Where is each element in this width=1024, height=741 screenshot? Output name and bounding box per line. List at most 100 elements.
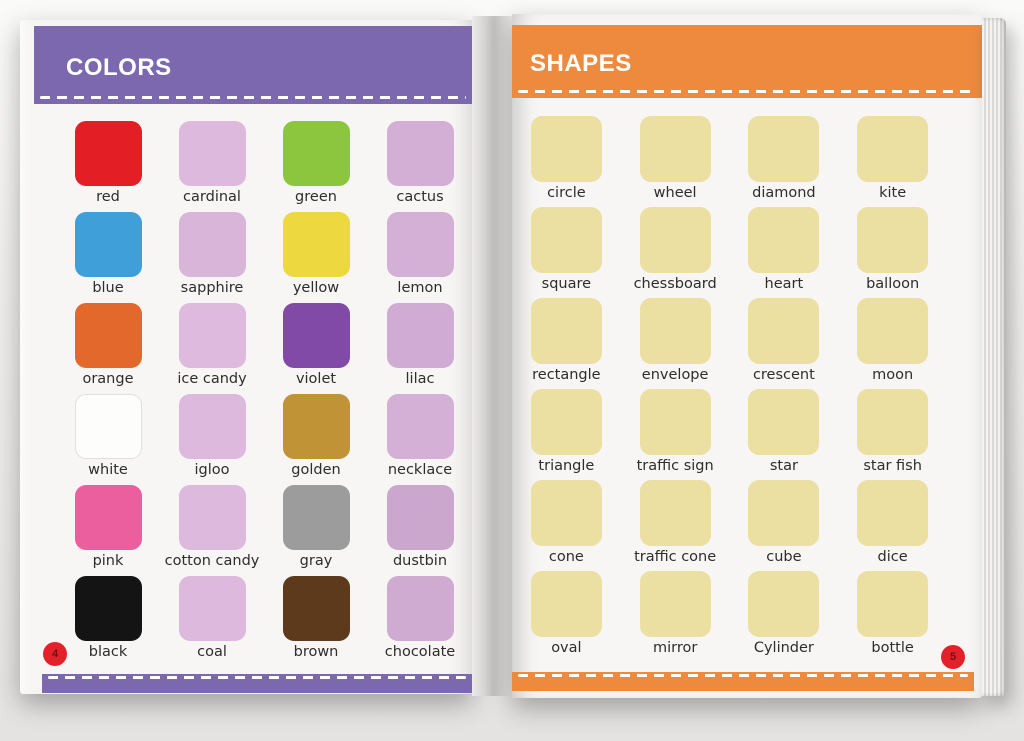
sticker-placeholder [639,116,711,182]
swatch-cell: orange [56,303,160,394]
sticker-label: dice [877,549,908,565]
sticker-label: mirror [652,640,698,656]
sticker-cell: envelope [621,298,730,389]
swatch-label: white [88,462,128,478]
swatch-cell: cotton candy [160,485,264,576]
colors-footer-band [42,674,472,693]
swatch-label: cactus [396,189,444,205]
color-swatch [282,303,350,368]
sticker-cell: diamond [730,116,839,207]
sticker-cell: star fish [838,389,947,480]
sticker-placeholder [857,389,929,455]
sticker-cell: crescent [730,298,839,389]
swatch-label: coal [197,644,227,660]
sticker-label: bottle [871,640,914,656]
color-swatch [178,303,246,368]
sticker-label: traffic sign [636,458,714,474]
swatch-label: pink [92,553,124,569]
color-swatch [282,485,350,550]
colors-page: COLORS red cardinal green cactus blue [20,20,472,694]
sticker-label: oval [551,640,582,656]
swatch-label: lemon [397,280,443,296]
sticker-label: heart [764,276,804,292]
swatch-cell: dustbin [368,485,472,576]
sticker-cell: rectangle [512,298,621,389]
sticker-placeholder [748,116,820,182]
sticker-placeholder [748,298,820,364]
swatch-cell: chocolate [368,576,472,667]
color-swatch [74,303,142,368]
shapes-page-title: SHAPES [530,49,632,77]
color-swatch [178,485,246,550]
sticker-label: cone [548,549,584,565]
swatch-label: green [295,189,337,205]
sticker-placeholder [639,571,711,637]
swatch-cell: pink [56,485,160,576]
swatch-label: cardinal [183,189,241,205]
sticker-cell: bottle [838,571,947,662]
swatch-label: violet [295,371,337,387]
page-number: 4 [51,648,59,660]
sticker-cell: kite [838,116,947,207]
swatch-cell: necklace [368,394,472,485]
swatch-cell: brown [264,576,368,667]
sticker-cell: heart [730,207,839,298]
sticker-placeholder [857,207,929,273]
sticker-placeholder [639,389,711,455]
swatch-cell: violet [264,303,368,394]
swatch-cell: yellow [264,212,368,303]
swatch-label: golden [291,462,341,478]
swatch-cell: black [56,576,160,667]
sticker-placeholder [748,480,820,546]
sticker-placeholder [748,207,820,273]
swatch-label: lilac [405,371,435,387]
footer-dashed-line [48,676,466,679]
color-swatch [282,394,350,459]
color-swatch [282,576,350,641]
sticker-placeholder [639,480,711,546]
header-dashed-line [40,96,466,99]
shapes-header-band: SHAPES [512,25,982,98]
color-swatch [386,121,454,186]
sticker-placeholder [530,207,602,273]
swatch-label: cotton candy [164,553,260,569]
footer-dashed-line [518,674,968,677]
color-swatch [386,303,454,368]
sticker-label: envelope [641,367,709,383]
sticker-placeholder [857,116,929,182]
sticker-label: chessboard [633,276,717,292]
sticker-cell: traffic sign [621,389,730,480]
color-swatch [282,212,350,277]
shapes-footer-band [512,672,974,691]
shapes-page: SHAPES circle wheel diamond kite square [512,14,982,698]
swatch-label: necklace [387,462,453,478]
swatch-cell: blue [56,212,160,303]
sticker-cell: Cylinder [730,571,839,662]
sticker-cell: star [730,389,839,480]
swatch-cell: white [56,394,160,485]
sticker-placeholder [530,389,602,455]
swatch-cell: coal [160,576,264,667]
sticker-cell: chessboard [621,207,730,298]
color-swatch [178,121,246,186]
color-swatch [178,212,246,277]
sticker-label: rectangle [532,367,601,383]
shapes-sticker-grid: circle wheel diamond kite square chessbo… [512,116,982,662]
color-swatch [74,485,142,550]
swatch-label: yellow [292,280,340,296]
sticker-cell: wheel [621,116,730,207]
swatch-cell: cactus [368,121,472,212]
swatch-cell: red [56,121,160,212]
swatch-cell: ice candy [160,303,264,394]
color-swatch [386,212,454,277]
sticker-cell: traffic cone [621,480,730,571]
sticker-cell: mirror [621,571,730,662]
sticker-label: circle [547,185,586,201]
header-dashed-line [518,90,976,93]
sticker-placeholder [639,298,711,364]
swatch-label: orange [82,371,134,387]
sticker-label: Cylinder [753,640,814,656]
swatch-label: ice candy [177,371,247,387]
sticker-placeholder [530,480,602,546]
sticker-placeholder [857,298,929,364]
